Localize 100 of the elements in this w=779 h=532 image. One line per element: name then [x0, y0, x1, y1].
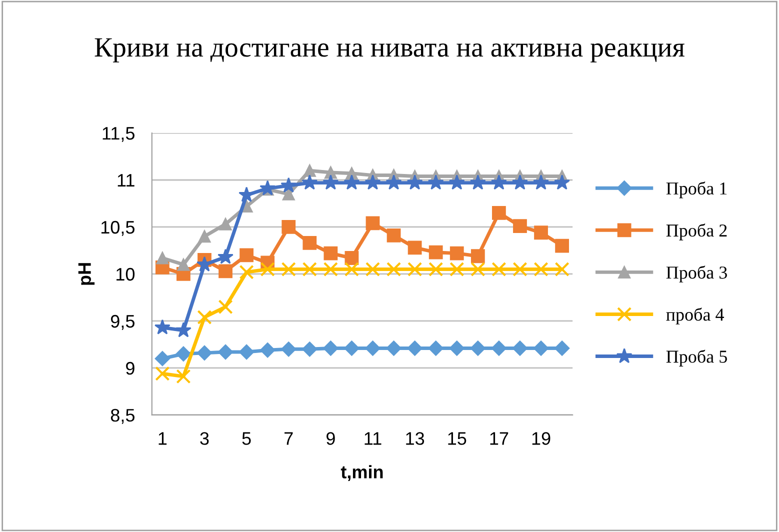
point — [534, 262, 548, 277]
y-tick-label: 10,5 — [101, 220, 134, 236]
point — [344, 340, 360, 356]
point — [386, 228, 401, 242]
legend-label: Проба 1 — [666, 182, 727, 198]
point — [364, 174, 381, 190]
point — [386, 174, 402, 190]
point — [470, 340, 486, 356]
x-tick-label: 11 — [364, 432, 382, 445]
point — [428, 340, 444, 356]
point — [219, 218, 232, 230]
point — [176, 346, 192, 362]
x-tick-label: 1 — [158, 432, 167, 445]
y-tick-label: 9,5 — [110, 314, 134, 330]
point — [555, 238, 569, 253]
point — [534, 226, 548, 240]
point — [408, 240, 422, 255]
point — [155, 366, 170, 381]
legend-label: Проба 5 — [666, 350, 727, 366]
point — [302, 236, 317, 250]
x-tick-label: 17 — [490, 432, 508, 445]
y-tick-label: 11 — [118, 174, 134, 187]
point — [240, 248, 254, 262]
point — [280, 177, 297, 193]
point — [450, 246, 464, 260]
point — [154, 351, 170, 366]
point — [302, 262, 317, 277]
point — [238, 344, 254, 360]
point — [386, 262, 402, 277]
point — [533, 340, 549, 356]
point — [239, 264, 254, 280]
point — [491, 340, 507, 356]
point — [533, 174, 549, 190]
point — [428, 245, 443, 260]
point — [281, 342, 296, 357]
point — [198, 230, 211, 243]
x-tick-label: 19 — [532, 432, 550, 445]
point — [197, 310, 212, 325]
y-tick-label: 8,5 — [110, 408, 134, 424]
x-tick-label: 9 — [326, 432, 335, 445]
point — [344, 251, 359, 265]
point — [218, 300, 233, 314]
point — [492, 262, 506, 277]
point — [322, 174, 339, 190]
point — [176, 369, 191, 384]
point — [175, 322, 192, 338]
point — [218, 248, 234, 264]
point — [365, 262, 380, 277]
point — [554, 262, 570, 277]
point — [492, 206, 506, 220]
point — [408, 262, 422, 277]
point — [428, 262, 444, 277]
y-tick-label: 9 — [126, 362, 134, 375]
point — [386, 340, 402, 356]
point — [512, 262, 528, 277]
point — [470, 174, 486, 190]
point — [449, 340, 464, 356]
point — [218, 344, 234, 360]
legend-label: Проба 2 — [666, 224, 727, 240]
point — [344, 262, 360, 277]
point — [450, 262, 464, 277]
point — [154, 319, 170, 334]
point — [365, 340, 380, 356]
chart-title: Криви на достигане на нивата на активна реакция — [94, 38, 684, 62]
point — [366, 216, 380, 230]
point — [344, 174, 360, 190]
point — [281, 262, 296, 277]
x-tick-label: 5 — [242, 432, 251, 445]
point — [302, 174, 318, 190]
point — [554, 174, 570, 190]
point — [448, 174, 465, 190]
point — [156, 252, 169, 264]
point — [406, 174, 423, 190]
point — [323, 340, 338, 356]
point — [470, 262, 486, 277]
point — [260, 342, 276, 358]
x-axis-title: t,min — [340, 465, 383, 482]
point — [407, 340, 422, 356]
x-tick-label: 3 — [200, 432, 209, 445]
point — [554, 340, 570, 356]
point — [260, 262, 275, 277]
point — [512, 174, 528, 190]
x-tick-label: 15 — [448, 432, 466, 445]
point — [513, 219, 527, 233]
point — [196, 345, 212, 360]
point — [324, 246, 338, 260]
x-tick-label: 13 — [406, 432, 424, 445]
legend-label: проба 4 — [666, 308, 724, 324]
point — [323, 262, 338, 277]
point — [196, 256, 212, 272]
point — [428, 174, 444, 190]
point — [177, 258, 190, 271]
point — [218, 264, 232, 278]
y-tick-label: 11,5 — [102, 127, 134, 142]
point — [282, 220, 296, 234]
point — [302, 342, 318, 357]
point — [303, 164, 316, 177]
point — [490, 174, 507, 190]
y-axis-title: pH — [78, 263, 95, 285]
x-tick-label: 7 — [284, 432, 293, 445]
